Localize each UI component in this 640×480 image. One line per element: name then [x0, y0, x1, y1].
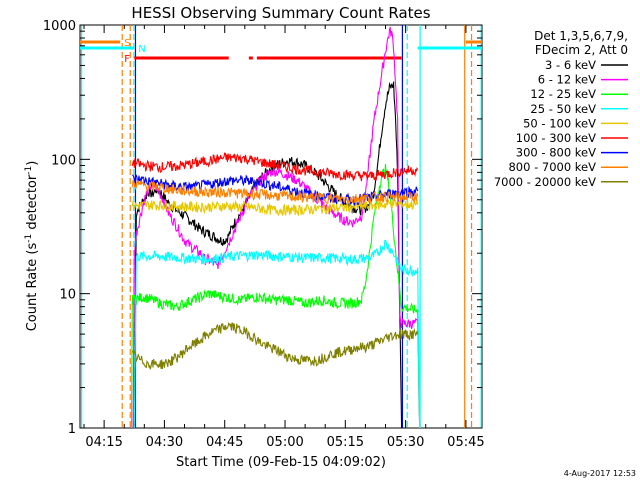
legend-entry-label: 7000 - 20000 keV — [494, 175, 596, 189]
timestamp: 4-Aug-2017 12:53 — [564, 469, 636, 478]
flag-bars: SNF — [80, 38, 482, 65]
x-tick-label: 04:30 — [146, 435, 183, 450]
legend: Det 1,3,5,6,7,9, FDecim 2, Att 0 3 - 6 k… — [494, 29, 628, 189]
plot-area: SNF — [79, 24, 483, 429]
legend-entry-label: 300 - 800 keV — [516, 146, 596, 160]
series-line — [132, 26, 421, 429]
x-tick-label: 05:15 — [327, 435, 364, 450]
legend-header-line: FDecim 2, Att 0 — [535, 43, 628, 57]
y-axis-label-sup: -1 — [24, 234, 34, 243]
legend-entry-label: 3 - 6 keV — [545, 58, 596, 72]
series-line — [130, 163, 421, 429]
y-tick-labels: 1 10 100 1000 — [43, 19, 76, 437]
plot-frame — [79, 24, 483, 429]
y-axis-label-sup: -1 — [24, 166, 34, 175]
x-tick-label: 05:45 — [447, 435, 484, 450]
series-line — [131, 152, 419, 182]
vertical-marker-lines — [81, 25, 482, 428]
y-tick-label: 1 — [68, 422, 76, 437]
series-line — [131, 179, 419, 205]
legend-entry-label: 100 - 300 keV — [516, 131, 596, 145]
y-axis-label-part: ) — [25, 161, 40, 166]
x-tick-label: 04:15 — [85, 435, 122, 450]
legend-header-line: Det 1,3,5,6,7,9, — [534, 29, 628, 43]
y-axis-label: Count Rate (s-1 detector-1) — [24, 161, 40, 332]
y-tick-label: 100 — [51, 153, 76, 168]
axis-ticks — [80, 24, 482, 429]
y-tick-label: 1000 — [43, 19, 76, 34]
x-tick-label: 04:45 — [206, 435, 243, 450]
legend-entry-label: 50 - 100 keV — [523, 116, 596, 130]
flag-label: F — [124, 54, 130, 65]
series-line — [132, 174, 419, 207]
series-line — [133, 239, 421, 429]
x-tick-labels: 04:15 04:30 04:45 05:00 05:15 05:30 05:45 — [85, 435, 484, 450]
x-axis-label: Start Time (09-Feb-15 04:09:02) — [176, 455, 386, 470]
legend-entry-label: 800 - 7000 keV — [508, 160, 596, 174]
y-axis-label-part: Count Rate (s — [25, 243, 40, 332]
y-tick-label: 10 — [59, 288, 76, 303]
legend-entry-label: 12 - 25 keV — [530, 87, 596, 101]
x-tick-label: 05:30 — [387, 435, 424, 450]
y-axis-label-part: detector — [25, 174, 40, 234]
flag-label: S — [124, 38, 130, 49]
data-series — [130, 26, 421, 429]
chart-title: HESSI Observing Summary Count Rates — [131, 4, 430, 22]
legend-entry-label: 6 - 12 keV — [538, 73, 596, 87]
x-tick-label: 05:00 — [266, 435, 303, 450]
legend-entry-label: 25 - 50 keV — [530, 102, 596, 116]
series-line — [131, 322, 419, 370]
flag-label: N — [138, 44, 145, 55]
